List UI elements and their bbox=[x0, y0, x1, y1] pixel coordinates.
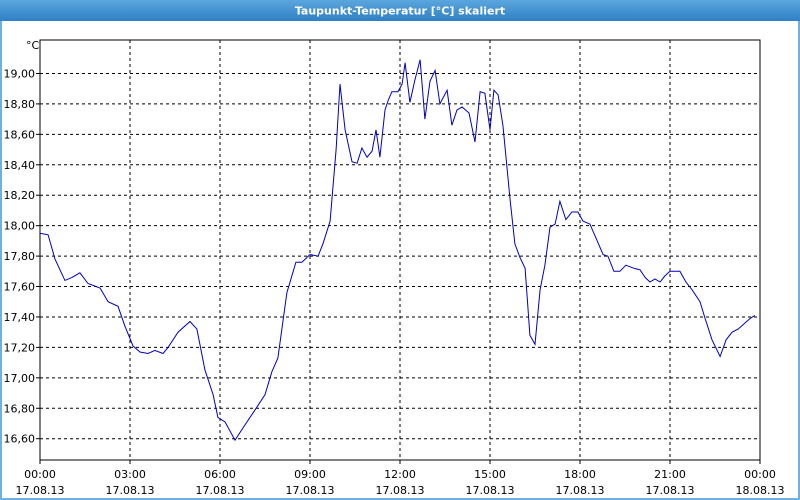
x-tick-date: 17.08.13 bbox=[196, 484, 245, 497]
y-tick-label: 18,20 bbox=[4, 189, 36, 202]
data-line bbox=[39, 59, 756, 442]
x-tick-date: 17.08.13 bbox=[556, 484, 605, 497]
x-tick-label: 09:00 bbox=[294, 468, 326, 481]
x-tick-date: 17.08.13 bbox=[646, 484, 695, 497]
window-title: Taupunkt-Temperatur [°C] skaliert bbox=[295, 5, 505, 18]
x-tick-date: 17.08.13 bbox=[106, 484, 155, 497]
y-tick-label: 16,80 bbox=[4, 402, 36, 415]
y-tick-label: 18,80 bbox=[4, 98, 36, 111]
y-tick-label: 17,20 bbox=[4, 341, 36, 354]
x-tick-date: 17.08.13 bbox=[16, 484, 65, 497]
y-unit: °C bbox=[26, 39, 40, 52]
x-tick-label: 18:00 bbox=[564, 468, 596, 481]
y-tick-label: 18,60 bbox=[4, 128, 36, 141]
x-tick-label: 21:00 bbox=[654, 468, 686, 481]
plot-border bbox=[39, 39, 761, 461]
y-tick-label: 19,00 bbox=[4, 67, 36, 80]
x-tick-label: 03:00 bbox=[114, 468, 146, 481]
y-tick-label: 18,00 bbox=[4, 220, 36, 233]
y-tick-label: 16,60 bbox=[4, 433, 36, 446]
x-tick-date: 17.08.13 bbox=[466, 484, 515, 497]
x-tick-label: 15:00 bbox=[474, 468, 506, 481]
x-tick-label: 00:00 bbox=[744, 468, 776, 481]
x-tick-date: 17.08.13 bbox=[286, 484, 335, 497]
x-tick-date: 18.08.13 bbox=[736, 484, 785, 497]
title-bar bbox=[0, 0, 800, 21]
y-tick-label: 17,60 bbox=[4, 281, 36, 294]
x-tick-date: 17.08.13 bbox=[376, 484, 425, 497]
y-tick-label: 17,00 bbox=[4, 372, 36, 385]
x-tick-label: 12:00 bbox=[384, 468, 416, 481]
y-tick-label: 18,40 bbox=[4, 159, 36, 172]
y-tick-label: 17,80 bbox=[4, 250, 36, 263]
x-tick-label: 00:00 bbox=[24, 468, 56, 481]
y-tick-label: 17,40 bbox=[4, 311, 36, 324]
x-tick-label: 06:00 bbox=[204, 468, 236, 481]
